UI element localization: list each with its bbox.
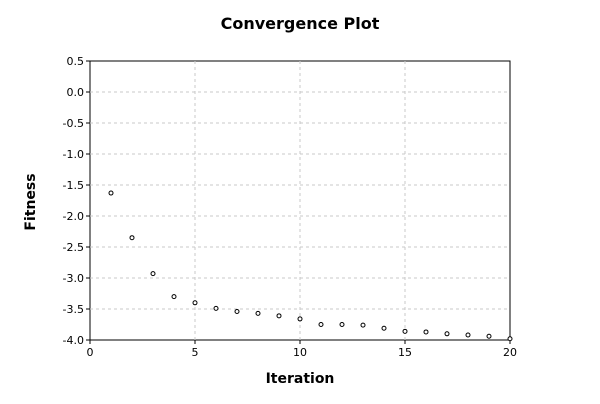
data-point [297, 316, 303, 322]
y-tick-label: 0.0 [67, 86, 85, 99]
data-point [171, 294, 177, 300]
data-point [444, 331, 450, 337]
x-tick-label: 5 [192, 346, 199, 359]
data-points [108, 190, 513, 342]
x-axis-label: Iteration [266, 371, 335, 387]
x-tick-label: 0 [87, 346, 94, 359]
y-tick-label: -2.0 [63, 210, 84, 223]
data-point [486, 333, 492, 339]
y-tick-label: -1.5 [63, 179, 84, 192]
y-axis-label: Fitness [23, 173, 39, 230]
y-tick-label: -4.0 [63, 334, 84, 347]
x-tick-label: 15 [398, 346, 412, 359]
data-point [150, 271, 156, 277]
y-tick-label: 0.5 [67, 55, 85, 68]
data-point [360, 322, 366, 328]
y-tick-label: -3.0 [63, 272, 84, 285]
tick-layer: 0 5 10 15 20 0.5 0.0 -0.5 -1.0 -1.5 -2.0 -2.5 -3.0 -3… [63, 55, 517, 359]
data-point [423, 329, 429, 335]
data-point [402, 328, 408, 334]
y-tick-label: -3.5 [63, 303, 84, 316]
data-point [213, 305, 219, 311]
grid-layer [90, 61, 510, 340]
data-point [276, 313, 282, 319]
y-tick-label: -2.5 [63, 241, 84, 254]
data-point [192, 300, 198, 306]
data-point [507, 336, 513, 342]
data-point [465, 332, 471, 338]
data-point [339, 322, 345, 327]
data-point [234, 308, 240, 314]
data-point [129, 235, 135, 241]
y-tick-label: -1.0 [63, 148, 84, 161]
data-point [255, 310, 261, 316]
data-point [381, 325, 387, 331]
chart-title: Convergence Plot [221, 14, 380, 33]
x-tick-label: 10 [293, 346, 307, 359]
x-tick-label: 20 [503, 346, 517, 359]
data-point [108, 190, 114, 196]
y-tick-label: -0.5 [63, 117, 84, 130]
data-point [318, 322, 324, 327]
